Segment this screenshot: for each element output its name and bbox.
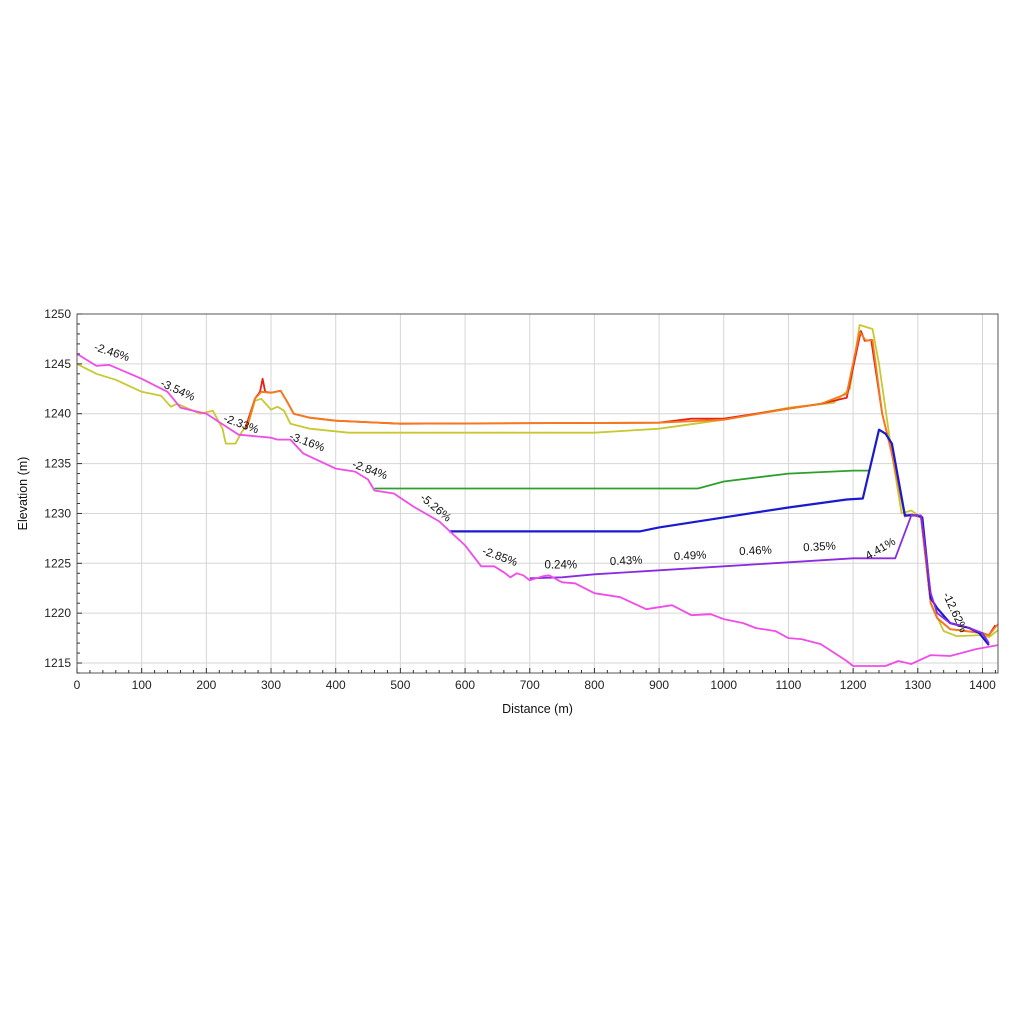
axis-ticks: 0 100 200 300 400 500 600 700 800 900 1000 1100 1200… [44,307,996,692]
x-tick-label: 1200 [840,678,867,692]
grade-label: -2.84% [350,459,388,483]
series-line-2 [245,331,999,636]
y-tick-label: 1235 [44,457,71,471]
grade-label: -3.16% [288,431,326,455]
series-line-5 [529,514,990,644]
x-tick-label: 1300 [904,678,931,692]
x-tick-label: 1400 [969,678,996,692]
grade-label: -2.46% [92,342,130,365]
y-tick-label: 1225 [44,556,71,570]
series-lines [76,324,999,667]
y-tick-label: 1240 [44,407,71,421]
x-tick-label: 800 [584,678,604,692]
x-tick-label: 600 [455,678,475,692]
x-axis-title: Distance (m) [502,702,573,716]
grade-label: 0.43% [610,554,643,568]
plot-frame [76,313,999,674]
x-tick-label: 100 [132,678,152,692]
series-line-3 [374,429,880,490]
grade-label: 0.49% [674,549,707,563]
x-tick-label: 500 [390,678,410,692]
series-line-6 [76,353,999,667]
y-tick-label: 1250 [44,307,71,321]
x-tick-label: 700 [520,678,540,692]
x-tick-label: 400 [326,678,346,692]
y-axis-title: Elevation (m) [16,457,30,531]
x-tick-label: 900 [649,678,669,692]
x-tick-label: 0 [74,678,81,692]
x-tick-label: 200 [196,678,216,692]
grade-label: -12.62% [940,591,969,635]
series-line-1 [244,330,997,636]
y-tick-label: 1220 [44,606,71,620]
gridlines [76,313,998,673]
series-line-0 [76,324,999,638]
grade-label: 0.24% [544,559,577,571]
x-tick-label: 300 [261,678,281,692]
y-tick-label: 1245 [44,357,71,371]
y-tick-label: 1230 [44,506,71,520]
grade-label: 0.46% [739,544,772,558]
y-tick-label: 1215 [44,656,71,670]
x-tick-label: 1100 [776,678,802,692]
x-tick-label: 1000 [710,678,737,692]
grade-label: 0.35% [803,541,836,555]
